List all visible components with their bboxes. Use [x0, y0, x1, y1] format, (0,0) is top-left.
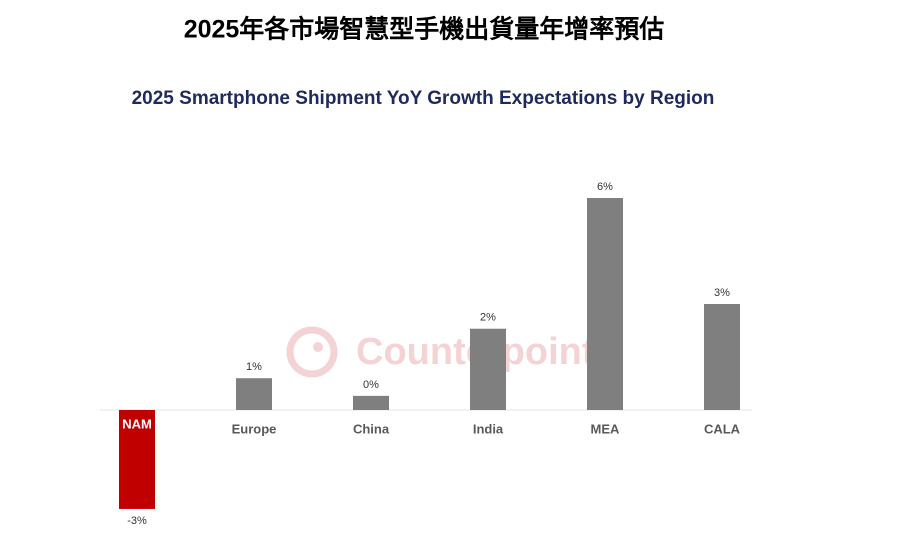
x-tick-label: NAM — [122, 416, 152, 431]
value-label: 2% — [480, 312, 496, 324]
watermark-logo — [286, 326, 338, 378]
value-label: 6% — [597, 181, 613, 193]
value-label: 3% — [714, 287, 730, 299]
bar — [236, 378, 272, 410]
x-tick-label: Europe — [232, 421, 277, 436]
x-tick-label: India — [473, 421, 504, 436]
x-tick-label: China — [353, 421, 390, 436]
value-label: 1% — [246, 361, 262, 373]
chart-title: 2025年各市場智慧型手機出貨量年增率預估 — [184, 15, 665, 44]
bar — [119, 410, 155, 509]
bar — [587, 198, 623, 410]
x-tick-label: MEA — [591, 421, 621, 436]
bar — [353, 395, 389, 410]
bar — [470, 328, 506, 410]
x-tick-label: CALA — [704, 421, 741, 436]
value-label: 0% — [363, 379, 379, 391]
value-label: -3% — [127, 515, 147, 527]
bar — [704, 304, 740, 410]
chart-subtitle: 2025 Smartphone Shipment YoY Growth Expe… — [132, 88, 715, 109]
